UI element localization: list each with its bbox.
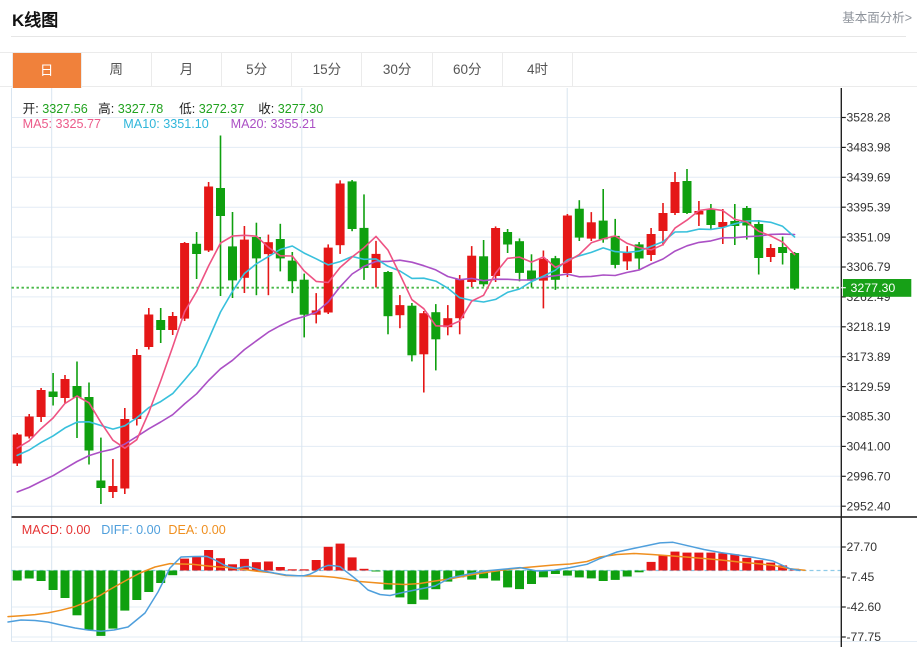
svg-text:27.70: 27.70 — [847, 540, 878, 554]
svg-text:3395.39: 3395.39 — [847, 200, 891, 214]
svg-text:-77.75: -77.75 — [847, 630, 882, 644]
svg-text:3277.30: 3277.30 — [851, 281, 896, 295]
svg-text:-7.45: -7.45 — [847, 570, 875, 584]
svg-text:3085.30: 3085.30 — [847, 410, 891, 424]
svg-text:2952.40: 2952.40 — [847, 499, 891, 513]
svg-text:3351.09: 3351.09 — [847, 230, 891, 244]
svg-text:3439.69: 3439.69 — [847, 171, 891, 185]
svg-text:2996.70: 2996.70 — [847, 470, 891, 484]
svg-text:3306.79: 3306.79 — [847, 260, 891, 274]
svg-text:3483.98: 3483.98 — [847, 141, 891, 155]
svg-text:3173.89: 3173.89 — [847, 350, 891, 364]
svg-text:3218.19: 3218.19 — [847, 320, 891, 334]
svg-text:3129.59: 3129.59 — [847, 380, 891, 394]
svg-text:3528.28: 3528.28 — [847, 111, 891, 125]
svg-text:-42.60: -42.60 — [847, 600, 882, 614]
svg-text:3041.00: 3041.00 — [847, 440, 891, 454]
